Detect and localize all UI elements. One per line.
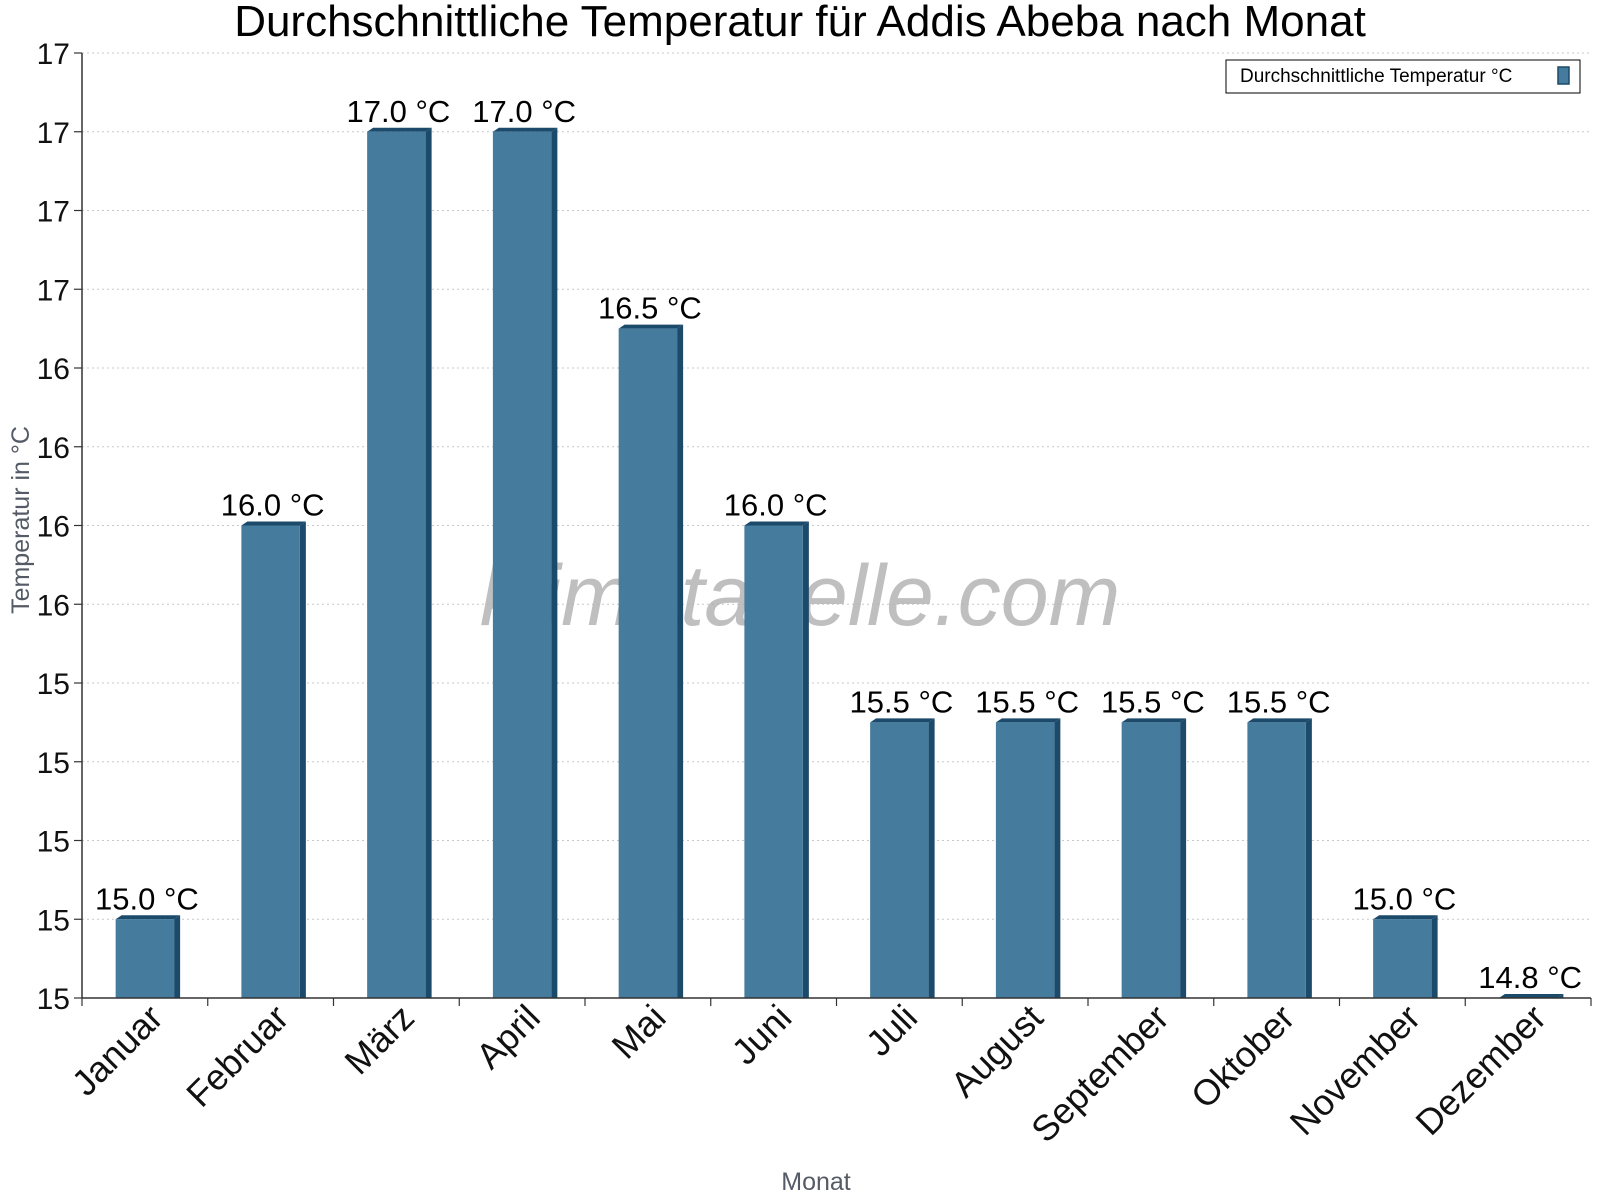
y-tick-label: 17: [37, 196, 70, 229]
bar-side: [928, 718, 935, 998]
bar-top: [492, 127, 558, 132]
x-tick-label: Oktober: [1183, 997, 1303, 1117]
bar-top: [241, 521, 306, 526]
bar-group: [241, 521, 306, 998]
legend-entry-label: Durchschnittliche Temperatur °C: [1240, 66, 1512, 87]
chart-title: Durchschnittliche Temperatur für Addis A…: [234, 0, 1366, 46]
y-tick-label: 17: [37, 38, 70, 71]
data-labels: 15.0 °C 16.0 °C 17.0 °C 17.0 °C 16.5 °C 16.0 …: [95, 94, 1582, 995]
bar-group: [1373, 915, 1438, 998]
bar-value-label: 17.0 °C: [472, 94, 576, 129]
bar-group: [115, 915, 181, 998]
bar-top: [744, 521, 809, 526]
bar-top: [1373, 915, 1438, 920]
bar-value-label: 15.5 °C: [1101, 684, 1205, 719]
y-tick-label: 15: [37, 668, 70, 701]
bar: [492, 131, 552, 998]
bar-top: [995, 718, 1061, 723]
bar-side: [425, 127, 432, 998]
bar-top: [618, 324, 684, 329]
bar: [1247, 722, 1306, 998]
bar-side: [299, 521, 306, 998]
x-tick-label: Juli: [858, 997, 925, 1064]
x-tick-label: Juni: [724, 997, 800, 1073]
legend: Durchschnittliche Temperatur °C: [1225, 59, 1581, 94]
bar-group: [870, 718, 935, 998]
bar-value-label: 16.5 °C: [598, 291, 702, 326]
x-tick-label: November: [1282, 997, 1428, 1143]
y-tick-label: 16: [37, 353, 70, 386]
bar-side: [677, 324, 684, 998]
bar-top: [1498, 994, 1564, 998]
x-tick-label: Dezember: [1407, 997, 1553, 1143]
bar-top: [870, 718, 935, 723]
y-tick-label: 16: [37, 511, 70, 544]
y-axis-title: Temperatur in °C: [7, 426, 35, 614]
x-tick-label: August: [943, 997, 1051, 1105]
x-tick-label: April: [468, 997, 548, 1077]
bar-top: [1121, 718, 1187, 723]
bar-group: [1498, 994, 1564, 998]
bar-group: [618, 324, 684, 998]
bar-top: [1247, 718, 1312, 723]
bar-value-label: 17.0 °C: [347, 94, 451, 129]
bar: [618, 328, 678, 998]
bar-value-label: 16.0 °C: [724, 488, 828, 523]
y-tick-label: 16: [37, 589, 70, 622]
bar: [367, 131, 426, 998]
y-tick-label: 17: [37, 117, 70, 150]
x-tick-label: Februar: [178, 997, 296, 1115]
bar: [1121, 722, 1181, 998]
x-tick-label: März: [336, 997, 422, 1083]
x-tick-label: Mai: [604, 997, 674, 1067]
bar-value-label: 15.0 °C: [1353, 881, 1457, 916]
bar-value-label: 15.5 °C: [850, 684, 954, 719]
grid-lines: [82, 52, 1591, 920]
y-tick-label: 15: [37, 747, 70, 780]
bar: [744, 525, 803, 998]
bar-value-label: 15.5 °C: [1227, 684, 1331, 719]
bar: [1373, 919, 1432, 998]
bar-value-label: 16.0 °C: [221, 488, 325, 523]
bar: [241, 525, 300, 998]
bar-value-label: 15.0 °C: [95, 881, 199, 916]
bar-side: [1180, 718, 1187, 998]
x-tick-label: September: [1023, 997, 1177, 1151]
bar-side: [802, 521, 809, 998]
bar-group: [367, 127, 432, 998]
bar-side: [551, 127, 558, 998]
x-tick-label: Januar: [64, 997, 171, 1104]
y-tick-label: 16: [37, 432, 70, 465]
y-tick-label: 15: [37, 904, 70, 937]
bars: [115, 127, 1564, 998]
bar-side: [1431, 915, 1438, 998]
bar-value-label: 15.5 °C: [975, 684, 1079, 719]
bar-group: [1121, 718, 1187, 998]
bar-group: [492, 127, 558, 998]
bar: [115, 919, 175, 998]
y-tick-label: 15: [37, 983, 70, 1016]
bar-group: [1247, 718, 1312, 998]
bar-side: [1054, 718, 1061, 998]
bar-side: [1305, 718, 1312, 998]
y-tick-label: 17: [37, 274, 70, 307]
bar-group: [744, 521, 809, 998]
bar-top: [367, 127, 432, 132]
y-tick-label: 15: [37, 826, 70, 859]
bar-side: [174, 915, 181, 998]
legend-swatch: [1557, 66, 1570, 85]
bar: [995, 722, 1055, 998]
bar: [870, 722, 929, 998]
bar-group: [995, 718, 1061, 998]
x-axis-title: Monat: [781, 1168, 851, 1196]
legend-box: [1225, 59, 1581, 94]
bar-top: [115, 915, 181, 920]
bar-value-label: 14.8 °C: [1478, 960, 1582, 995]
